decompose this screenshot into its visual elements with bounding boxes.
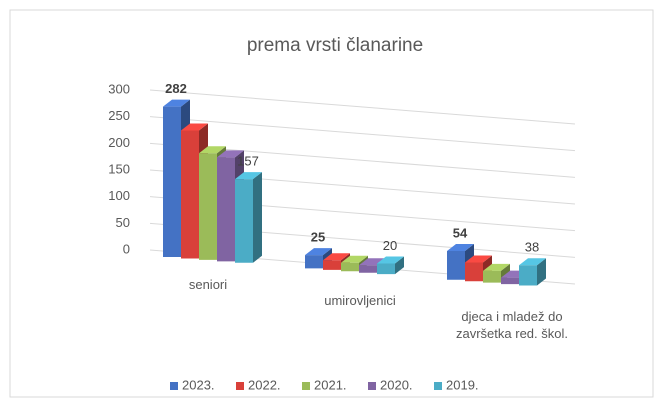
bar-face: [519, 265, 537, 286]
bar-face: [501, 277, 519, 285]
bar-face: [341, 255, 368, 263]
data-label: 157: [237, 154, 259, 169]
bar-face: [305, 255, 323, 269]
legend-swatch: [368, 382, 376, 390]
bar-face: [465, 255, 492, 263]
bar-face: [235, 172, 262, 180]
y-tick-label: 250: [108, 108, 130, 123]
legend-label: 2020.: [380, 377, 413, 392]
bar-face: [447, 250, 465, 280]
legend-swatch: [434, 382, 442, 390]
data-label: 20: [383, 238, 397, 253]
y-tick-label: 150: [108, 161, 130, 176]
grid-line: [149, 116, 576, 152]
legend-label: 2021.: [314, 377, 347, 392]
bar-face: [465, 262, 483, 282]
bar-face: [359, 265, 377, 273]
legend-label: 2022.: [248, 377, 281, 392]
y-tick-label: 0: [123, 241, 130, 256]
bar-face: [483, 263, 510, 271]
bar-face: [163, 106, 181, 258]
legend-swatch: [170, 382, 178, 390]
bar-face: [519, 258, 546, 266]
chart-title: prema vrsti članarine: [247, 35, 423, 56]
data-label: 282: [165, 81, 187, 96]
bar-face: [163, 99, 190, 107]
bar-face: [377, 263, 395, 275]
y-tick-label: 200: [108, 135, 130, 150]
bar-face: [377, 256, 404, 264]
bar-face: [181, 123, 208, 131]
grid-line: [149, 89, 576, 125]
bar: [519, 258, 546, 286]
chart-border: [9, 9, 654, 398]
data-label: 38: [525, 240, 539, 255]
bar: [341, 255, 368, 272]
legend-swatch: [302, 382, 310, 390]
y-tick-label: 50: [116, 215, 130, 230]
bar-face: [483, 270, 501, 283]
bar-face: [181, 130, 199, 259]
y-tick-label: 300: [108, 81, 130, 96]
bar-face: [323, 253, 350, 261]
bar-face: [395, 256, 404, 275]
data-label: 54: [453, 225, 468, 240]
x-tick-label: djeca i mladež do završetka red. škol.: [456, 309, 568, 341]
bar-face: [537, 258, 546, 286]
bar-face: [199, 146, 226, 154]
bar-face: [217, 157, 235, 262]
bar-face: [217, 150, 244, 158]
legend-swatch: [236, 382, 244, 390]
x-tick-label: seniori: [188, 277, 228, 292]
bar: [235, 172, 262, 263]
bar: [377, 256, 404, 275]
bar-face: [341, 262, 359, 272]
legend-label: 2023.: [182, 377, 215, 392]
bar-face: [305, 248, 332, 256]
x-tick-label: umirovljenici: [324, 293, 396, 308]
y-tick-label: 100: [108, 188, 130, 203]
bar-face: [199, 153, 217, 260]
bar-face: [235, 179, 253, 263]
bar-face: [447, 243, 474, 251]
bar-face: [323, 260, 341, 270]
legend-label: 2019.: [446, 377, 479, 392]
bar-face: [253, 172, 262, 263]
data-label: 25: [311, 230, 325, 245]
